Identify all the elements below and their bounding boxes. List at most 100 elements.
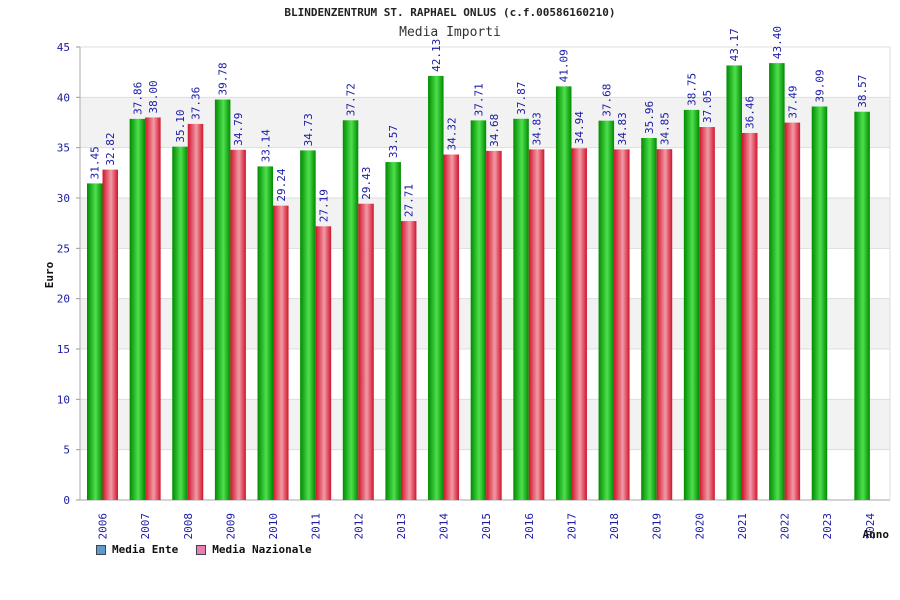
data-label-media-ente: 37.71 bbox=[472, 83, 485, 116]
bar-media-ente bbox=[257, 166, 274, 500]
x-tick-label: 2016 bbox=[523, 513, 536, 540]
y-tick-label: 40 bbox=[57, 91, 70, 104]
bar-media-ente bbox=[683, 109, 700, 501]
legend-label-media-nazionale: Media Nazionale bbox=[212, 543, 312, 556]
bar-media-nazionale bbox=[571, 148, 587, 500]
x-tick-label: 2018 bbox=[608, 513, 621, 540]
x-tick-label: 2021 bbox=[736, 513, 749, 540]
bar-media-ente bbox=[811, 106, 828, 500]
bar-media-ente bbox=[769, 63, 785, 501]
chart-subtitle: Media Importi bbox=[399, 25, 501, 40]
data-label-media-nazionale: 27.19 bbox=[317, 189, 330, 222]
x-tick-label: 2017 bbox=[565, 513, 578, 540]
y-tick-label: 15 bbox=[57, 343, 70, 356]
x-tick-label: 2022 bbox=[779, 513, 792, 540]
bar-media-nazionale bbox=[741, 132, 758, 500]
bar-media-nazionale bbox=[102, 169, 118, 500]
y-tick-label: 10 bbox=[57, 393, 70, 406]
data-label-media-ente: 37.68 bbox=[600, 84, 613, 117]
bar-media-ente bbox=[385, 162, 401, 500]
data-label-media-ente: 41.09 bbox=[558, 49, 571, 82]
x-tick-label: 2012 bbox=[352, 513, 365, 540]
bar-media-nazionale bbox=[315, 226, 332, 500]
data-label-media-ente: 37.87 bbox=[515, 82, 528, 115]
data-label-media-ente: 37.86 bbox=[131, 82, 144, 115]
bar-media-ente bbox=[555, 86, 572, 501]
bar-media-nazionale bbox=[230, 149, 246, 500]
x-tick-label: 2009 bbox=[224, 513, 237, 540]
x-tick-label: 2020 bbox=[693, 513, 706, 540]
data-label-media-nazionale: 34.79 bbox=[232, 113, 245, 146]
bar-media-ente bbox=[300, 150, 316, 500]
data-label-media-ente: 34.73 bbox=[302, 113, 315, 146]
data-label-media-ente: 43.17 bbox=[728, 28, 741, 61]
data-label-media-nazionale: 34.68 bbox=[488, 114, 501, 147]
data-label-media-ente: 39.09 bbox=[813, 69, 826, 102]
x-tick-label: 2019 bbox=[651, 513, 664, 540]
bar-media-nazionale bbox=[656, 149, 673, 500]
bar-media-nazionale bbox=[486, 150, 502, 500]
data-label-media-nazionale: 37.05 bbox=[701, 90, 714, 123]
data-label-media-ente: 42.13 bbox=[430, 39, 443, 72]
y-tick-label: 0 bbox=[63, 494, 70, 507]
data-label-media-ente: 35.10 bbox=[174, 110, 187, 143]
y-tick-label: 35 bbox=[57, 142, 70, 155]
data-label-media-nazionale: 36.46 bbox=[744, 96, 757, 129]
bar-media-nazionale bbox=[443, 154, 460, 500]
data-label-media-nazionale: 34.94 bbox=[573, 111, 586, 144]
bar-media-nazionale bbox=[614, 149, 630, 501]
bar-media-ente bbox=[214, 99, 231, 500]
y-tick-label: 20 bbox=[57, 293, 70, 306]
data-label-media-ente: 33.14 bbox=[259, 129, 272, 162]
data-label-media-nazionale: 38.00 bbox=[147, 80, 160, 113]
bar-media-ente bbox=[87, 183, 103, 501]
legend-swatch-media-nazionale bbox=[196, 544, 207, 555]
x-tick-label: 2014 bbox=[438, 513, 451, 540]
x-tick-label: 2013 bbox=[395, 513, 408, 540]
data-label-media-ente: 39.78 bbox=[217, 62, 230, 95]
data-label-media-ente: 35.96 bbox=[643, 101, 656, 134]
bar-media-ente bbox=[854, 111, 870, 500]
x-tick-label: 2024 bbox=[864, 513, 877, 540]
bar-media-ente bbox=[598, 120, 615, 501]
y-axis-title: Euro bbox=[43, 261, 56, 288]
x-tick-label: 2023 bbox=[821, 513, 834, 540]
bar-media-ente bbox=[129, 118, 146, 500]
x-tick-label: 2006 bbox=[97, 513, 110, 540]
bar-media-nazionale bbox=[145, 117, 161, 500]
y-tick-label: 5 bbox=[63, 444, 70, 457]
data-label-media-nazionale: 37.36 bbox=[190, 87, 203, 120]
data-label-media-nazionale: 29.43 bbox=[360, 167, 373, 200]
y-tick-label: 25 bbox=[57, 242, 70, 255]
chart-title: BLINDENZENTRUM ST. RAPHAEL ONLUS (c.f.00… bbox=[284, 6, 616, 19]
data-label-media-nazionale: 29.24 bbox=[275, 168, 288, 201]
data-label-media-nazionale: 27.71 bbox=[403, 184, 416, 217]
data-label-media-ente: 43.40 bbox=[771, 26, 784, 59]
x-axis-title: Anno bbox=[863, 528, 890, 541]
bar-media-ente bbox=[428, 75, 444, 501]
data-label-media-ente: 38.75 bbox=[686, 73, 699, 106]
bar-media-nazionale bbox=[699, 127, 715, 500]
y-tick-label: 30 bbox=[57, 192, 70, 205]
data-label-media-nazionale: 32.82 bbox=[104, 132, 117, 165]
data-label-media-nazionale: 34.83 bbox=[531, 112, 544, 145]
x-tick-label: 2011 bbox=[310, 513, 323, 540]
x-tick-label: 2008 bbox=[182, 513, 195, 540]
x-tick-label: 2007 bbox=[139, 513, 152, 540]
legend: Media Ente Media Nazionale bbox=[96, 543, 312, 556]
bar-media-ente bbox=[726, 65, 742, 500]
legend-item-media-nazionale: Media Nazionale bbox=[196, 543, 312, 556]
bar-media-ente bbox=[342, 120, 359, 500]
data-label-media-ente: 33.57 bbox=[387, 125, 400, 158]
data-label-media-nazionale: 34.32 bbox=[445, 117, 458, 150]
bar-media-nazionale bbox=[784, 122, 801, 500]
bar-media-nazionale bbox=[528, 149, 545, 501]
bar-media-ente bbox=[513, 118, 529, 500]
legend-swatch-media-ente bbox=[96, 544, 106, 555]
bar-media-nazionale bbox=[187, 123, 204, 500]
data-label-media-ente: 37.72 bbox=[345, 83, 358, 116]
y-tick-label: 45 bbox=[57, 41, 70, 54]
bar-media-ente bbox=[470, 120, 487, 501]
legend-item-media-ente: Media Ente bbox=[96, 543, 178, 556]
